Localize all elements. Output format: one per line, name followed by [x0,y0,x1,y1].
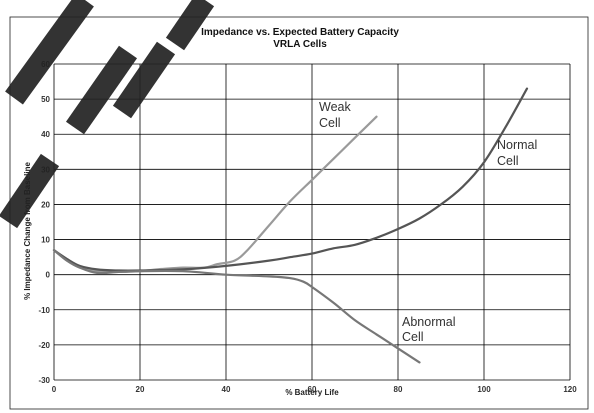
annotation-normal-line-1: Normal [497,138,537,152]
series-line-weak-cell [52,115,378,273]
x-tick-label: 40 [222,385,231,394]
watermark-stripe [165,0,215,51]
chart-title: Impedance vs. Expected Battery Capacity [201,27,399,38]
watermark-stripe [0,153,60,229]
x-tick-label: 100 [477,385,491,394]
y-tick-label: 0 [46,271,51,280]
annotation-normal-line-2: Cell [497,154,519,168]
watermark-stripe [5,0,94,105]
chart-subtitle: VRLA Cells [273,39,327,50]
x-tick-label: 20 [136,385,145,394]
y-tick-label: 10 [41,236,50,245]
y-tick-label: 40 [41,130,50,139]
y-axis-label: % Impedance Change from Baseline [23,162,32,300]
annotation-abnormal-line-1: Abnormal [402,315,456,329]
y-tick-label: 20 [41,200,50,209]
y-tick-label: 50 [41,95,50,104]
x-tick-label: 60 [308,385,317,394]
series-line-normal-cell [52,87,529,272]
annotation-weak-line-1: Weak [319,100,351,114]
y-tick-label: -30 [38,376,50,385]
x-tick-label: 80 [394,385,403,394]
series-layer [52,87,529,364]
y-tick-label: -20 [38,341,50,350]
x-tick-label: 120 [563,385,577,394]
watermark-stripe [65,45,138,135]
x-tick-labels: 0 20 40 60 80 100 120 [52,385,577,394]
series-line-abnormal-cell [52,249,421,364]
x-tick-label: 0 [52,385,57,394]
annotation-abnormal-line-2: Cell [402,330,424,344]
x-axis-label: % Battery Life [285,388,339,397]
grid [53,63,571,381]
annotation-weak-line-2: Cell [319,116,341,130]
y-tick-label: -10 [38,306,50,315]
watermark-stripe [112,41,176,119]
watermark-stripes [0,0,215,229]
